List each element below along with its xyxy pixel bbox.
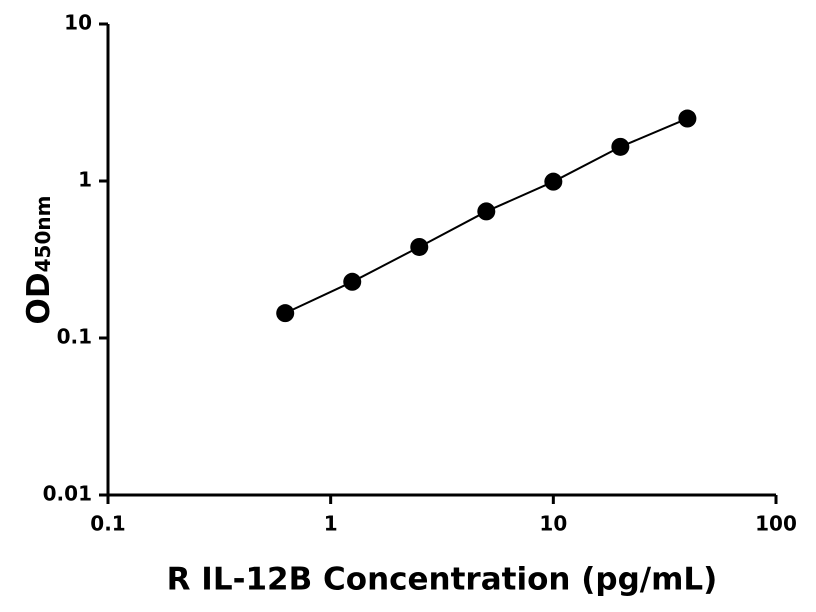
y-axis-label-subscript: 450nm [31, 196, 55, 273]
data-point [276, 304, 295, 323]
y-tick-label: 1 [78, 168, 92, 192]
x-tick-label: 10 [539, 512, 567, 536]
data-point [678, 109, 697, 128]
y-axis-label-main: OD [21, 272, 57, 324]
data-point [410, 237, 429, 256]
data-point [611, 137, 630, 156]
data-point [477, 202, 496, 221]
data-point [544, 172, 563, 191]
y-tick-label: 0.01 [43, 482, 92, 506]
x-tick-label: 1 [324, 512, 338, 536]
y-tick-label: 10 [64, 11, 92, 35]
x-tick-label: 100 [755, 512, 797, 536]
y-tick-label: 0.1 [57, 325, 92, 349]
x-axis-label: R IL-12B Concentration (pg/mL) [167, 562, 718, 598]
x-tick-label: 0.1 [90, 512, 125, 536]
y-axis-label: OD450nm [21, 196, 57, 325]
data-point [343, 272, 362, 291]
